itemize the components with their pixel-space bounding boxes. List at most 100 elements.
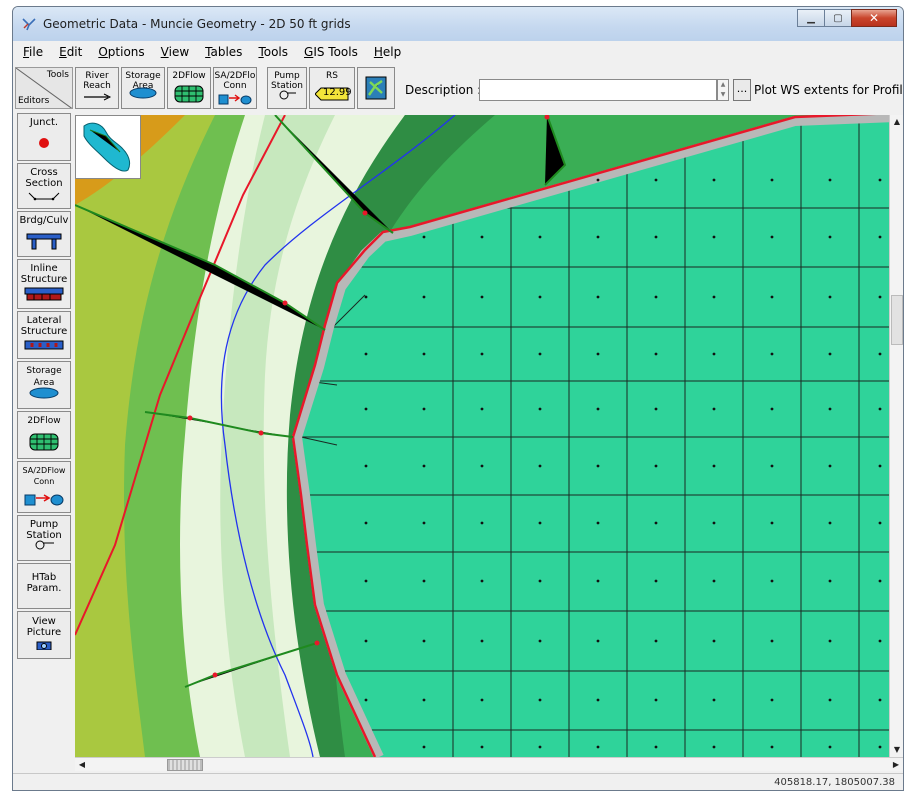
window-title: Geometric Data - Muncie Geometry - 2D 50… [43,17,351,31]
vertical-scrollbar[interactable]: ▲ ▼ [889,115,903,757]
cell-center-point [878,178,882,182]
storage-area-tool-label-1: Storage [125,71,161,81]
cell-center-point [770,295,774,299]
view-picture-label-2: Picture [26,627,62,638]
channel-bank-terrain [286,115,495,757]
horizontal-scroll-thumb[interactable] [167,759,203,771]
cell-center-point [828,235,832,239]
cell-center-point [364,407,368,411]
pump-station-tool-button[interactable]: Pump Station [267,67,307,109]
horizontal-scrollbar[interactable]: ◀ ▶ [75,757,903,771]
cell-center-point [712,698,716,702]
description-spinner[interactable]: ▲ ▼ [717,79,729,101]
cell-center-point [480,352,484,356]
lateral-structure-button[interactable]: Lateral Structure [17,311,71,359]
menu-gis-tools[interactable]: GIS Tools [304,45,358,59]
2d-flow-area[interactable] [293,115,889,757]
stream-centerline [220,115,456,757]
menu-edit[interactable]: Edit [59,45,83,59]
pump-icon [279,90,296,100]
cell-center-point [770,521,774,525]
cell-center-point [712,352,716,356]
bridge-culvert-button[interactable]: Brdg/Culv [17,211,71,257]
bridge-culvert-label: Brdg/Culv [19,215,69,226]
cross-section-button[interactable]: Cross Section [17,163,71,209]
description-label: Description : [405,83,482,97]
cross-section-label-1: Cross [30,167,58,178]
sa-2dflow-connection-button[interactable]: SA/2DFlow Conn [17,461,71,513]
inline-structure-label-2: Structure [20,274,68,285]
river-reach-button[interactable]: River Reach [75,67,119,109]
vertical-scroll-thumb[interactable] [891,295,903,345]
cell-center-point [596,407,600,411]
cell-center-point [654,521,658,525]
menu-tables[interactable]: Tables [205,45,243,59]
menu-view[interactable]: View [160,45,190,59]
sa-2d-connection-icon [24,494,64,506]
cell-center-point [770,698,774,702]
2dflow-tool-button[interactable]: 2DFlow [167,67,211,109]
camera-icon [36,641,52,650]
left-bank-line [75,115,286,636]
lateral-structure-icon [24,340,64,350]
cell-center-point [480,295,484,299]
mesh-boundary-line [291,115,877,757]
cell-center-point [770,407,774,411]
cell-center-point [878,579,882,583]
rs-tool-button[interactable]: RS 12.99 [309,67,355,109]
cell-center-point [538,698,542,702]
minimize-button[interactable]: ▁ [797,9,825,27]
close-button[interactable]: ✕ [851,9,897,27]
junction-button[interactable]: Junct. [17,113,71,161]
scroll-left-arrow-icon[interactable]: ◀ [78,760,86,769]
cell-center-point [538,295,542,299]
cell-center-point [422,352,426,356]
cell-center-point [480,521,484,525]
cell-center-point [654,295,658,299]
cell-center-point [596,698,600,702]
view-picture-button[interactable]: View Picture [17,611,71,659]
scroll-down-arrow-icon[interactable]: ▼ [893,745,901,754]
scroll-right-arrow-icon[interactable]: ▶ [892,760,900,769]
description-input[interactable] [479,79,717,101]
cell-center-point [712,745,716,749]
georeference-tool-button[interactable] [357,67,395,109]
menu-file[interactable]: File [23,45,44,59]
cell-center-point [364,295,368,299]
cell-center-point [364,352,368,356]
cell-center-point [712,464,716,468]
cross-section-label-2: Section [25,178,63,189]
geometry-map-canvas[interactable] [75,115,889,757]
menu-tools[interactable]: Tools [258,45,289,59]
cell-center-point [538,407,542,411]
cell-center-point [596,579,600,583]
overview-map[interactable] [75,115,141,179]
cell-center-point [654,352,658,356]
status-bar: 405818.17, 1805007.38 [13,773,903,790]
htab-param-button[interactable]: HTab Param. [17,563,71,609]
cell-center-point [538,235,542,239]
cell-center-point [654,235,658,239]
menu-help[interactable]: Help [373,45,402,59]
sa-2dflow-conn-tool-button[interactable]: SA/2DFlo Conn [213,67,257,109]
cell-center-point [422,698,426,702]
2dflow-area-button[interactable]: 2DFlow [17,411,71,459]
maximize-button[interactable]: ▢ [824,9,852,27]
cell-center-point [422,745,426,749]
cell-center-point [828,698,832,702]
scroll-up-arrow-icon[interactable]: ▲ [893,117,901,126]
inline-structure-button[interactable]: Inline Structure [17,259,71,309]
cell-center-point [538,579,542,583]
menu-options[interactable]: Options [98,45,145,59]
cell-center-point [654,407,658,411]
storage-area-button[interactable]: Storage Area [17,361,71,409]
2dflow-tool-label: 2DFlow [172,71,206,81]
cell-center-point [770,745,774,749]
cell-center-point [654,178,658,182]
cross-section-icon [28,192,60,201]
pump-station-button[interactable]: Pump Station [17,515,71,561]
cell-center-point [596,352,600,356]
cell-center-point [712,521,716,525]
storage-area-tool-button[interactable]: Storage Area [121,67,165,109]
ellipsis-button[interactable]: ... [733,79,751,101]
